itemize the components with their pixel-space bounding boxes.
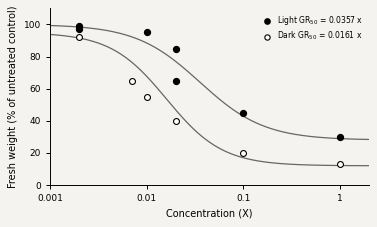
Dark GR$_{50}$ = 0.0161 x <box>173 119 179 123</box>
Y-axis label: Fresh weight (% of untreated control): Fresh weight (% of untreated control) <box>8 5 18 188</box>
Light GR$_{50}$ = 0.0357 x <box>240 111 246 115</box>
X-axis label: Concentration (X): Concentration (X) <box>166 209 253 219</box>
Dark GR$_{50}$ = 0.0161 x <box>129 79 135 82</box>
Dark GR$_{50}$ = 0.0161 x <box>144 95 150 99</box>
Dark GR$_{50}$ = 0.0161 x <box>76 35 82 39</box>
Legend: Light GR$_{50}$ = 0.0357 x, Dark GR$_{50}$ = 0.0161 x: Light GR$_{50}$ = 0.0357 x, Dark GR$_{50… <box>258 12 365 44</box>
Dark GR$_{50}$ = 0.0161 x <box>240 151 246 155</box>
Light GR$_{50}$ = 0.0357 x <box>144 31 150 34</box>
Dark GR$_{50}$ = 0.0161 x <box>337 162 343 166</box>
Light GR$_{50}$ = 0.0357 x <box>76 24 82 28</box>
Light GR$_{50}$ = 0.0357 x <box>337 135 343 139</box>
Light GR$_{50}$ = 0.0357 x <box>173 47 179 50</box>
Light GR$_{50}$ = 0.0357 x <box>76 27 82 31</box>
Light GR$_{50}$ = 0.0357 x <box>173 79 179 82</box>
